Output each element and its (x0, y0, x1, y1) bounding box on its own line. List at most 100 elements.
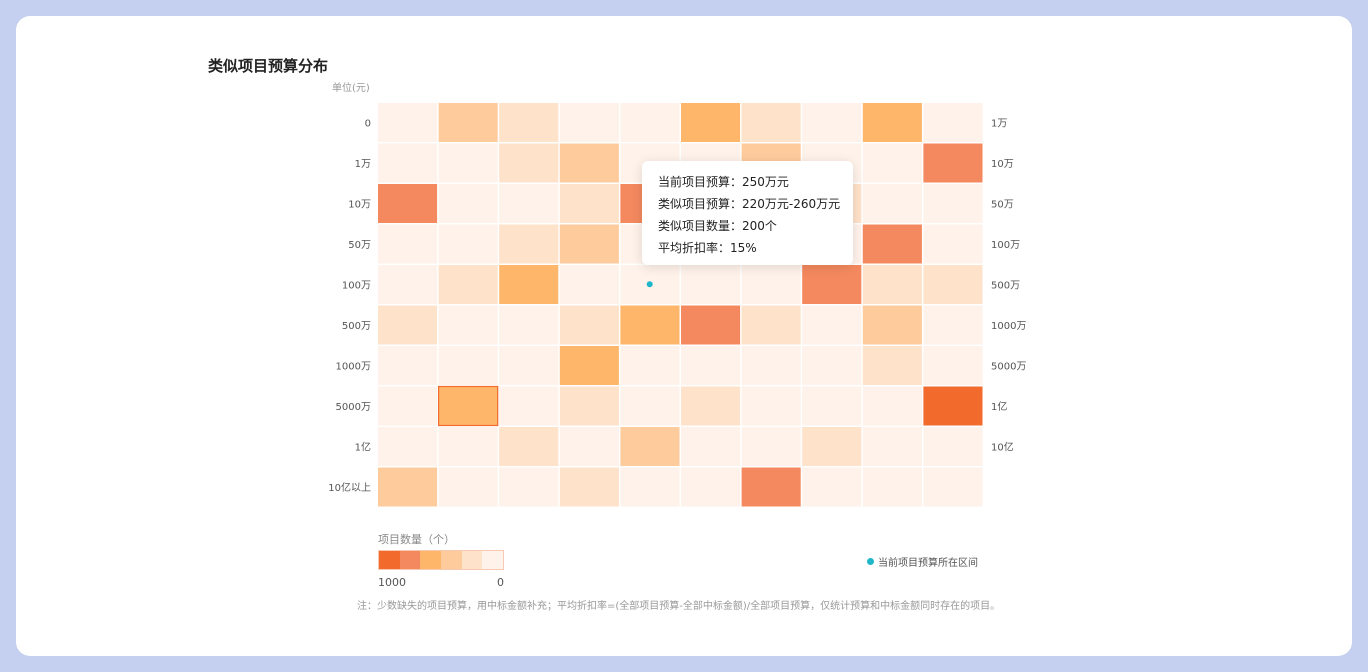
heatmap-cell-r5-c2[interactable] (499, 305, 559, 345)
heatmap-cell-r1-c3[interactable] (559, 143, 619, 183)
heatmap-cell-r3-c3[interactable] (559, 224, 619, 264)
heatmap-cell-r8-c0[interactable] (378, 427, 438, 466)
heatmap-cell-r2-c1[interactable] (438, 184, 498, 223)
heatmap-cell-r0-c7[interactable] (802, 103, 862, 142)
current-budget-marker[interactable] (646, 281, 653, 288)
heatmap-cell-r9-c7[interactable] (802, 467, 862, 507)
heatmap-cell-r7-c7[interactable] (802, 386, 862, 426)
heatmap-cell-r9-c9[interactable] (923, 467, 983, 507)
heatmap-cell-r6-c2[interactable] (499, 346, 559, 385)
heatmap-cell-r7-c0[interactable] (378, 386, 438, 426)
heatmap-cell-r8-c8[interactable] (862, 427, 922, 466)
heatmap-cell-r0-c0[interactable] (378, 103, 438, 142)
heatmap-cell-r0-c5[interactable] (681, 103, 741, 142)
heatmap-cell-r1-c8[interactable] (862, 143, 922, 183)
legend-swatch-0 (379, 551, 400, 569)
heatmap-cell-r5-c6[interactable] (741, 305, 801, 345)
heatmap-cell-r9-c1[interactable] (438, 467, 498, 507)
heatmap-cell-r5-c0[interactable] (378, 305, 438, 345)
heatmap-cell-r4-c5[interactable] (681, 265, 741, 304)
heatmap-cell-r0-c1[interactable] (438, 103, 498, 142)
heatmap-cell-r6-c1[interactable] (438, 346, 498, 385)
heatmap-cell-r5-c9[interactable] (923, 305, 983, 345)
heatmap-cell-r4-c6[interactable] (741, 265, 801, 304)
heatmap-cell-r3-c1[interactable] (438, 224, 498, 264)
y-right-tick-label: 1万 (991, 118, 1007, 129)
chart-title: 类似项目预算分布 (208, 57, 329, 75)
heatmap-cell-r8-c1[interactable] (438, 427, 498, 466)
heatmap-cell-r8-c3[interactable] (559, 427, 619, 466)
legend-swatch-1 (399, 551, 421, 569)
heatmap-cell-r4-c1[interactable] (438, 265, 498, 304)
heatmap-cell-r7-c9[interactable] (923, 386, 983, 426)
heatmap-cell-r9-c6[interactable] (741, 467, 801, 507)
heatmap-cell-r2-c2[interactable] (499, 184, 559, 223)
heatmap-cell-r8-c2[interactable] (499, 427, 559, 466)
heatmap-cell-r4-c2[interactable] (499, 265, 559, 304)
heatmap-cell-r9-c5[interactable] (681, 467, 741, 507)
y-left-tick-label: 10亿以上 (328, 481, 371, 494)
heatmap-cell-r7-c2[interactable] (499, 386, 559, 426)
heatmap-cell-r3-c8[interactable] (862, 224, 922, 264)
heatmap-cell-r7-c4[interactable] (620, 386, 680, 426)
heatmap-cell-r5-c5[interactable] (681, 305, 741, 345)
heatmap-cell-r1-c2[interactable] (499, 143, 559, 183)
heatmap-cell-r7-c3[interactable] (559, 386, 619, 426)
heatmap-cell-r0-c9[interactable] (923, 103, 983, 142)
current-marker-icon (867, 558, 874, 565)
heatmap-cell-r6-c3[interactable] (559, 346, 619, 385)
heatmap-cell-r9-c2[interactable] (499, 467, 559, 507)
y-right-tick-label: 50万 (991, 199, 1014, 210)
heatmap-cell-r7-c5[interactable] (681, 386, 741, 426)
heatmap-cell-r8-c5[interactable] (681, 427, 741, 466)
heatmap-cell-r0-c8[interactable] (862, 103, 922, 142)
heatmap-cell-r2-c8[interactable] (862, 184, 922, 223)
heatmap-cell-r8-c4[interactable] (620, 427, 680, 466)
heatmap-cell-r9-c0[interactable] (378, 467, 438, 507)
heatmap-cell-r4-c9[interactable] (923, 265, 983, 304)
heatmap-cell-r1-c9[interactable] (923, 143, 983, 183)
heatmap-cell-r3-c0[interactable] (378, 224, 438, 264)
heatmap-cell-r6-c8[interactable] (862, 346, 922, 385)
heatmap-cell-r6-c7[interactable] (802, 346, 862, 385)
heatmap-cell-r7-c8[interactable] (862, 386, 922, 426)
heatmap-cell-r6-c6[interactable] (741, 346, 801, 385)
heatmap-cell-r1-c0[interactable] (378, 143, 438, 183)
heatmap-cell-r2-c0[interactable] (378, 184, 438, 223)
heatmap-cell-r4-c7[interactable] (802, 265, 862, 304)
heatmap-cell-r6-c0[interactable] (378, 346, 438, 385)
heatmap-cell-r9-c3[interactable] (559, 467, 619, 507)
heatmap-cell-r6-c4[interactable] (620, 346, 680, 385)
heatmap-cell-r0-c4[interactable] (620, 103, 680, 142)
heatmap-cell-r3-c9[interactable] (923, 224, 983, 264)
heatmap-cell-r7-c6[interactable] (741, 386, 801, 426)
heatmap-cell-r3-c2[interactable] (499, 224, 559, 264)
heatmap-cell-r4-c0[interactable] (378, 265, 438, 304)
legend-min-label: 0 (497, 576, 504, 589)
heatmap-cell-r9-c4[interactable] (620, 467, 680, 507)
heatmap-cell-r0-c6[interactable] (741, 103, 801, 142)
heatmap-cell-r0-c2[interactable] (499, 103, 559, 142)
heatmap-cell-r5-c4[interactable] (620, 305, 680, 345)
heatmap-cell-r5-c7[interactable] (802, 305, 862, 345)
heatmap-cell-r4-c8[interactable] (862, 265, 922, 304)
heatmap-cell-r8-c6[interactable] (741, 427, 801, 466)
tooltip-current-budget: 当前项目预算：250万元 (658, 175, 789, 189)
heatmap-cell-r5-c1[interactable] (438, 305, 498, 345)
heatmap-cell-r6-c5[interactable] (681, 346, 741, 385)
heatmap-cell-r2-c3[interactable] (559, 184, 619, 223)
heatmap-cell-r1-c1[interactable] (438, 143, 498, 183)
heatmap-cell-r7-c1[interactable] (438, 385, 499, 427)
heatmap-cell-r8-c9[interactable] (923, 427, 983, 466)
heatmap-cell-r5-c8[interactable] (862, 305, 922, 345)
heatmap-cell-r0-c3[interactable] (559, 103, 619, 142)
heatmap-cell-r2-c9[interactable] (923, 184, 983, 223)
heatmap-cell-r6-c9[interactable] (923, 346, 983, 385)
y-right-tick-label: 10亿 (991, 440, 1014, 453)
heatmap-cell-r8-c7[interactable] (802, 427, 862, 466)
heatmap-cell-r5-c3[interactable] (559, 305, 619, 345)
heatmap-cell-r9-c8[interactable] (862, 467, 922, 507)
heatmap-cell-r4-c3[interactable] (559, 265, 619, 304)
legend-swatch-5 (482, 551, 504, 569)
